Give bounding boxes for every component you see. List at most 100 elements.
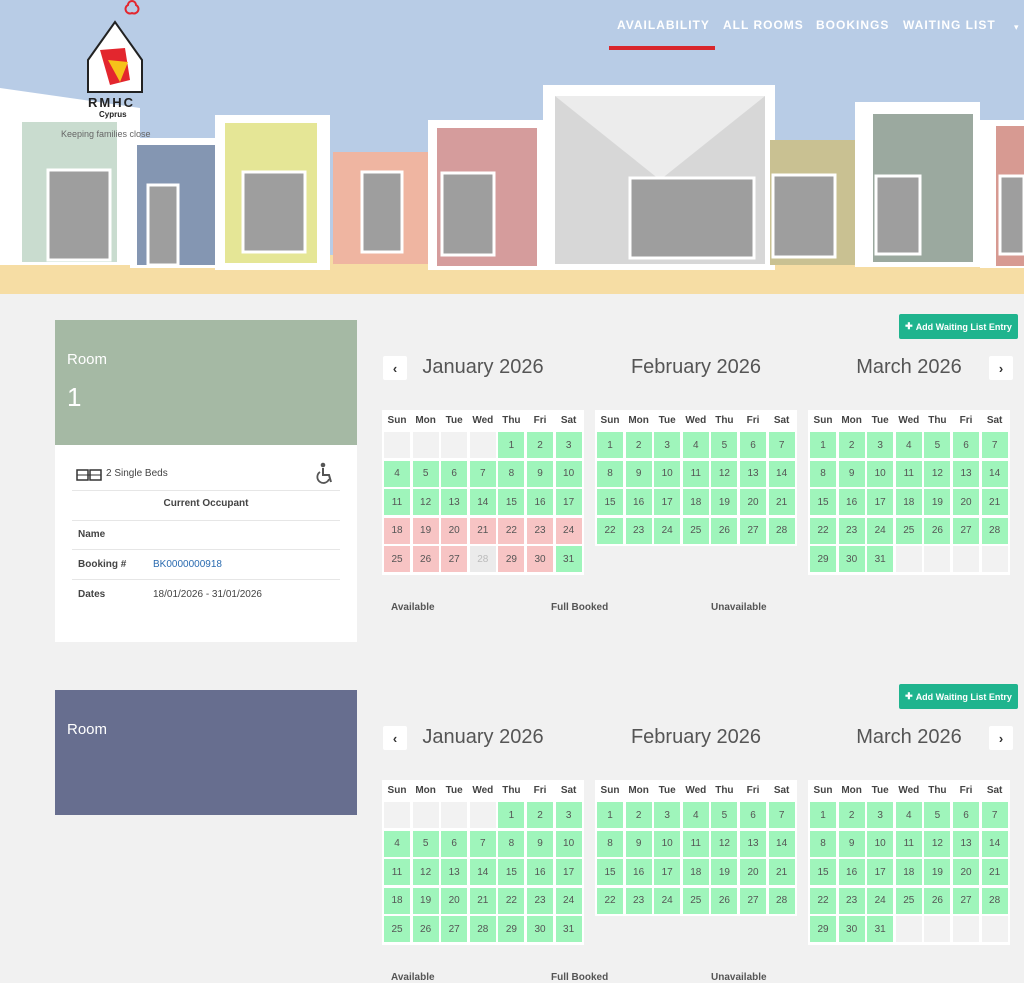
- available-day[interactable]: 17: [654, 489, 681, 516]
- available-day[interactable]: 30: [838, 916, 865, 943]
- available-day[interactable]: 2: [527, 432, 553, 458]
- available-day[interactable]: 20: [953, 489, 979, 516]
- available-day[interactable]: 6: [441, 830, 468, 857]
- available-day[interactable]: 12: [412, 859, 439, 886]
- available-day[interactable]: 8: [498, 830, 525, 857]
- available-day[interactable]: 22: [810, 887, 836, 914]
- available-day[interactable]: 21: [981, 859, 1008, 886]
- available-day[interactable]: 4: [895, 802, 922, 828]
- available-day[interactable]: 28: [768, 517, 795, 544]
- booked-day[interactable]: 20: [441, 517, 468, 544]
- available-day[interactable]: 27: [953, 517, 979, 544]
- available-day[interactable]: 10: [867, 830, 894, 857]
- nav-link[interactable]: WAITING LIST: [903, 18, 996, 32]
- available-day[interactable]: 15: [810, 859, 836, 886]
- available-day[interactable]: 13: [740, 830, 766, 857]
- available-day[interactable]: 3: [555, 432, 582, 458]
- available-day[interactable]: 9: [527, 460, 553, 487]
- available-day[interactable]: 5: [924, 432, 951, 458]
- available-day[interactable]: 16: [625, 489, 652, 516]
- available-day[interactable]: 7: [469, 460, 496, 487]
- available-day[interactable]: 7: [981, 802, 1008, 828]
- nav-link[interactable]: AVAILABILITY: [617, 18, 710, 32]
- available-day[interactable]: 20: [441, 887, 468, 914]
- available-day[interactable]: 4: [682, 802, 709, 828]
- available-day[interactable]: 14: [768, 460, 795, 487]
- next-month-button[interactable]: ›: [989, 726, 1013, 750]
- nav-link[interactable]: ALL ROOMS: [723, 18, 804, 32]
- available-day[interactable]: 22: [597, 517, 623, 544]
- available-day[interactable]: 23: [625, 887, 652, 914]
- available-day[interactable]: 14: [981, 460, 1008, 487]
- available-day[interactable]: 28: [981, 517, 1008, 544]
- available-day[interactable]: 5: [924, 802, 951, 828]
- available-day[interactable]: 14: [469, 489, 496, 516]
- available-day[interactable]: 8: [498, 460, 525, 487]
- available-day[interactable]: 25: [895, 887, 922, 914]
- available-day[interactable]: 6: [953, 432, 979, 458]
- available-day[interactable]: 3: [867, 432, 894, 458]
- available-day[interactable]: 9: [527, 830, 553, 857]
- available-day[interactable]: 17: [654, 859, 681, 886]
- available-day[interactable]: 26: [711, 887, 738, 914]
- available-day[interactable]: 24: [867, 517, 894, 544]
- available-day[interactable]: 29: [810, 916, 836, 943]
- available-day[interactable]: 10: [555, 460, 582, 487]
- available-day[interactable]: 12: [412, 489, 439, 516]
- available-day[interactable]: 17: [555, 489, 582, 516]
- available-day[interactable]: 1: [498, 432, 525, 458]
- available-day[interactable]: 19: [412, 887, 439, 914]
- available-day[interactable]: 5: [711, 802, 738, 828]
- available-day[interactable]: 31: [867, 916, 894, 943]
- booked-day[interactable]: 18: [384, 517, 410, 544]
- available-day[interactable]: 31: [555, 916, 582, 943]
- available-day[interactable]: 10: [555, 830, 582, 857]
- available-day[interactable]: 15: [597, 859, 623, 886]
- available-day[interactable]: 18: [384, 887, 410, 914]
- available-day[interactable]: 13: [953, 460, 979, 487]
- available-day[interactable]: 20: [740, 489, 766, 516]
- available-day[interactable]: 21: [768, 489, 795, 516]
- available-day[interactable]: 24: [555, 887, 582, 914]
- available-day[interactable]: 26: [412, 916, 439, 943]
- available-day[interactable]: 27: [740, 517, 766, 544]
- booked-day[interactable]: 23: [527, 517, 553, 544]
- available-day[interactable]: 10: [654, 460, 681, 487]
- available-day[interactable]: 23: [838, 517, 865, 544]
- booked-day[interactable]: 26: [412, 546, 439, 573]
- available-day[interactable]: 6: [953, 802, 979, 828]
- available-day[interactable]: 11: [682, 460, 709, 487]
- available-day[interactable]: 9: [838, 460, 865, 487]
- available-day[interactable]: 29: [810, 546, 836, 573]
- available-day[interactable]: 13: [740, 460, 766, 487]
- booked-day[interactable]: 30: [527, 546, 553, 573]
- available-day[interactable]: 7: [981, 432, 1008, 458]
- available-day[interactable]: 16: [838, 859, 865, 886]
- available-day[interactable]: 15: [597, 489, 623, 516]
- available-day[interactable]: 21: [768, 859, 795, 886]
- available-day[interactable]: 6: [740, 802, 766, 828]
- available-day[interactable]: 19: [711, 489, 738, 516]
- available-day[interactable]: 9: [625, 830, 652, 857]
- nav-link[interactable]: BOOKINGS: [816, 18, 890, 32]
- booked-day[interactable]: 19: [412, 517, 439, 544]
- available-day[interactable]: 25: [682, 517, 709, 544]
- available-day[interactable]: 6: [740, 432, 766, 458]
- available-day[interactable]: 30: [527, 916, 553, 943]
- available-day[interactable]: 11: [895, 830, 922, 857]
- available-day[interactable]: 3: [654, 432, 681, 458]
- available-day[interactable]: 12: [711, 830, 738, 857]
- available-day[interactable]: 19: [711, 859, 738, 886]
- available-day[interactable]: 31: [555, 546, 582, 573]
- available-day[interactable]: 8: [810, 830, 836, 857]
- booked-day[interactable]: 29: [498, 546, 525, 573]
- prev-month-button[interactable]: ‹: [383, 356, 407, 380]
- available-day[interactable]: 2: [625, 432, 652, 458]
- available-day[interactable]: 19: [924, 489, 951, 516]
- available-day[interactable]: 16: [527, 489, 553, 516]
- available-day[interactable]: 6: [441, 460, 468, 487]
- available-day[interactable]: 26: [924, 517, 951, 544]
- available-day[interactable]: 13: [441, 489, 468, 516]
- available-day[interactable]: 11: [384, 489, 410, 516]
- available-day[interactable]: 18: [895, 859, 922, 886]
